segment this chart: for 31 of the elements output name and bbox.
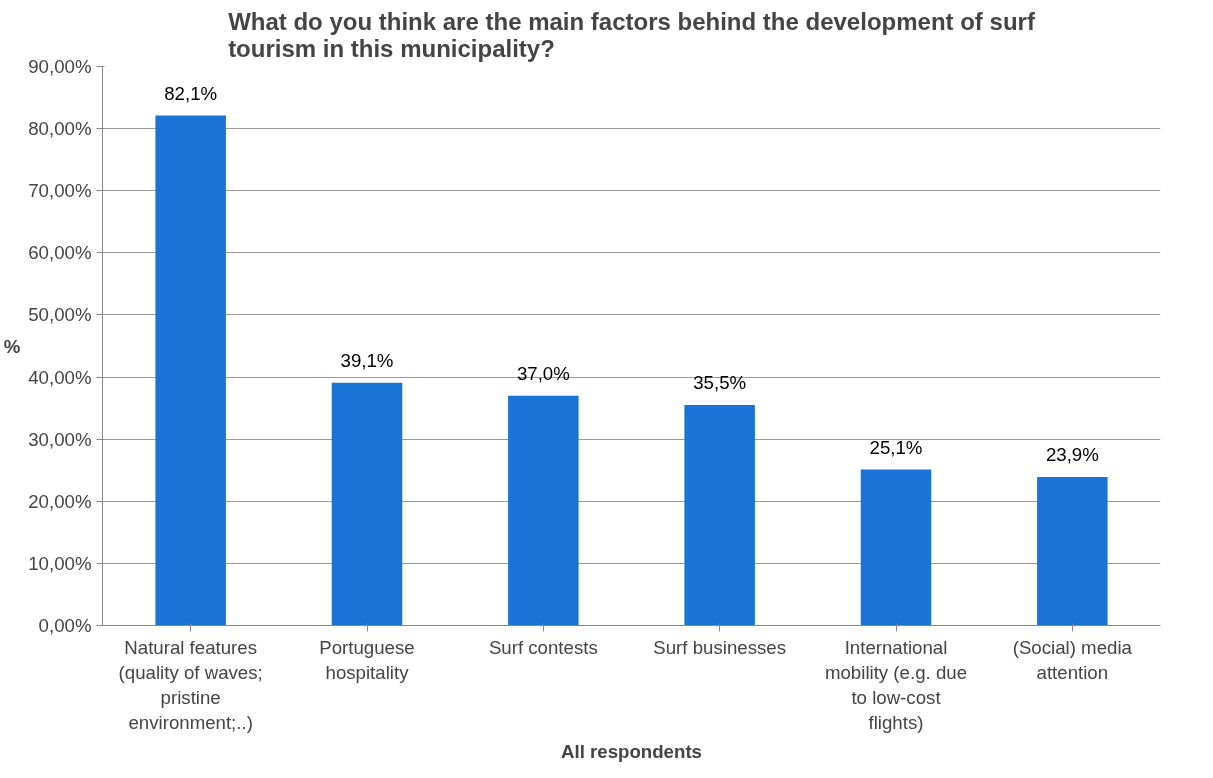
data-label: 25,1%: [869, 436, 923, 458]
chart-title: What do you think are the main factors behind the development of surf tourism in this municipality?: [228, 7, 1036, 62]
y-tick-label: 20,00%: [28, 490, 92, 512]
data-label: 82,1%: [164, 82, 218, 104]
x-tick-label: Natural features (quality of waves; pristine environment;..): [118, 636, 263, 734]
data-label: 35,5%: [693, 372, 747, 394]
x-tick-label: Surf businesses: [653, 636, 787, 658]
bar: [860, 469, 932, 626]
y-tick-label: 40,00%: [28, 366, 92, 388]
y-tick-label: 80,00%: [28, 118, 92, 140]
x-axis-title: All respondents: [561, 741, 702, 763]
y-tick-label: 70,00%: [28, 180, 92, 202]
x-tick-label: Surf contests: [488, 636, 598, 658]
y-tick-label: 60,00%: [28, 242, 92, 264]
x-tick-label: Portuguese hospitality: [319, 636, 415, 683]
bar: [1037, 477, 1108, 626]
y-tick-label: 90,00%: [28, 56, 92, 77]
bar: [684, 405, 755, 626]
data-label: 37,0%: [516, 362, 570, 384]
x-tick-label: (Social) media attention: [1012, 636, 1133, 683]
y-tick-label: 10,00%: [28, 552, 92, 574]
data-label: 39,1%: [340, 349, 394, 371]
bar: [331, 382, 403, 626]
y-tick-label: 50,00%: [28, 304, 92, 326]
x-tick-label: International mobility (e.g. due to low-cost flights): [824, 636, 968, 734]
bar: [155, 115, 226, 626]
y-tick-label: 30,00%: [28, 428, 92, 450]
bar: [508, 395, 579, 626]
y-tick-label: 0,00%: [38, 615, 92, 636]
data-label: 23,9%: [1045, 444, 1099, 466]
y-axis-title: %: [3, 335, 21, 357]
